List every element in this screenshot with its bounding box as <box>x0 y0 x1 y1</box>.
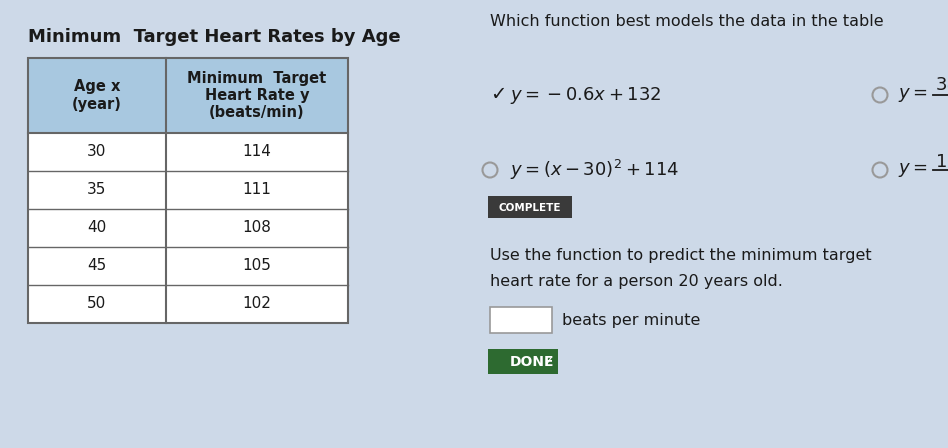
Bar <box>28 171 348 209</box>
Bar <box>28 285 348 323</box>
Text: Minimum  Target
Heart Rate y
(beats/min): Minimum Target Heart Rate y (beats/min) <box>188 71 327 121</box>
Text: $19\sqrt{30x}$: $19\sqrt{30x}$ <box>935 148 948 172</box>
Bar <box>28 58 348 133</box>
Text: heart rate for a person 20 years old.: heart rate for a person 20 years old. <box>490 274 783 289</box>
Text: Age x
(year): Age x (year) <box>72 79 122 112</box>
Text: DONE: DONE <box>510 355 555 369</box>
Text: 45: 45 <box>87 258 106 273</box>
Bar <box>28 58 348 323</box>
Bar <box>488 349 558 374</box>
Text: 114: 114 <box>243 145 271 159</box>
Text: $3420$: $3420$ <box>935 77 948 94</box>
Text: 30: 30 <box>87 145 107 159</box>
Text: Which function best models the data in the table: Which function best models the data in t… <box>490 14 884 29</box>
Text: $y = $: $y = $ <box>898 161 928 179</box>
Text: $y = (x - 30)^2 + 114$: $y = (x - 30)^2 + 114$ <box>510 158 679 182</box>
Text: 40: 40 <box>87 220 106 236</box>
Text: 102: 102 <box>243 297 271 311</box>
Text: 108: 108 <box>243 220 271 236</box>
Text: Minimum  Target Heart Rates by Age: Minimum Target Heart Rates by Age <box>28 28 401 46</box>
Text: $y = $: $y = $ <box>898 86 928 104</box>
Bar <box>28 209 348 247</box>
Text: beats per minute: beats per minute <box>562 313 701 327</box>
Bar <box>490 307 552 333</box>
Text: 35: 35 <box>87 182 107 198</box>
Text: 105: 105 <box>243 258 271 273</box>
Text: 50: 50 <box>87 297 106 311</box>
Text: Use the function to predict the minimum target: Use the function to predict the minimum … <box>490 248 871 263</box>
Bar <box>488 196 572 218</box>
Bar <box>28 247 348 285</box>
Text: $y = -0.6x + 132$: $y = -0.6x + 132$ <box>510 85 662 105</box>
Text: ✓: ✓ <box>490 86 506 104</box>
Bar <box>28 133 348 171</box>
Text: ✓: ✓ <box>543 356 554 369</box>
Text: 111: 111 <box>243 182 271 198</box>
Text: COMPLETE: COMPLETE <box>499 203 561 213</box>
